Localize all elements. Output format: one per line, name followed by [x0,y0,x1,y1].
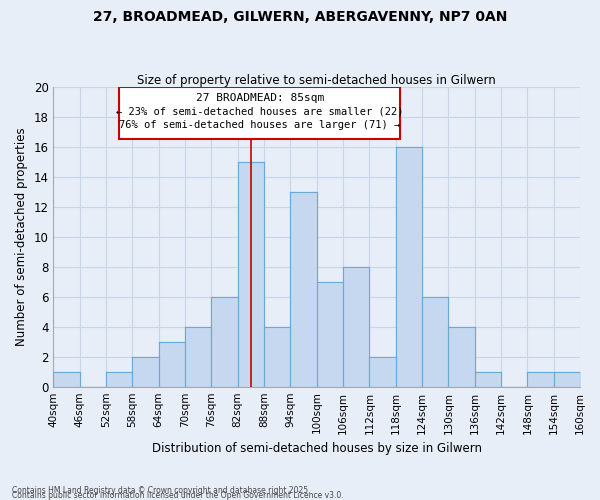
Text: 27, BROADMEAD, GILWERN, ABERGAVENNY, NP7 0AN: 27, BROADMEAD, GILWERN, ABERGAVENNY, NP7… [93,10,507,24]
Text: Contains HM Land Registry data © Crown copyright and database right 2025.: Contains HM Land Registry data © Crown c… [12,486,311,495]
Text: 27 BROADMEAD: 85sqm: 27 BROADMEAD: 85sqm [196,93,324,103]
Text: 76% of semi-detached houses are larger (71) →: 76% of semi-detached houses are larger (… [119,120,400,130]
Text: ← 23% of semi-detached houses are smaller (22): ← 23% of semi-detached houses are smalle… [116,106,403,117]
Title: Size of property relative to semi-detached houses in Gilwern: Size of property relative to semi-detach… [137,74,496,87]
Y-axis label: Number of semi-detached properties: Number of semi-detached properties [15,128,28,346]
Text: Contains public sector information licensed under the Open Government Licence v3: Contains public sector information licen… [12,491,344,500]
FancyBboxPatch shape [119,87,400,140]
X-axis label: Distribution of semi-detached houses by size in Gilwern: Distribution of semi-detached houses by … [152,442,482,455]
